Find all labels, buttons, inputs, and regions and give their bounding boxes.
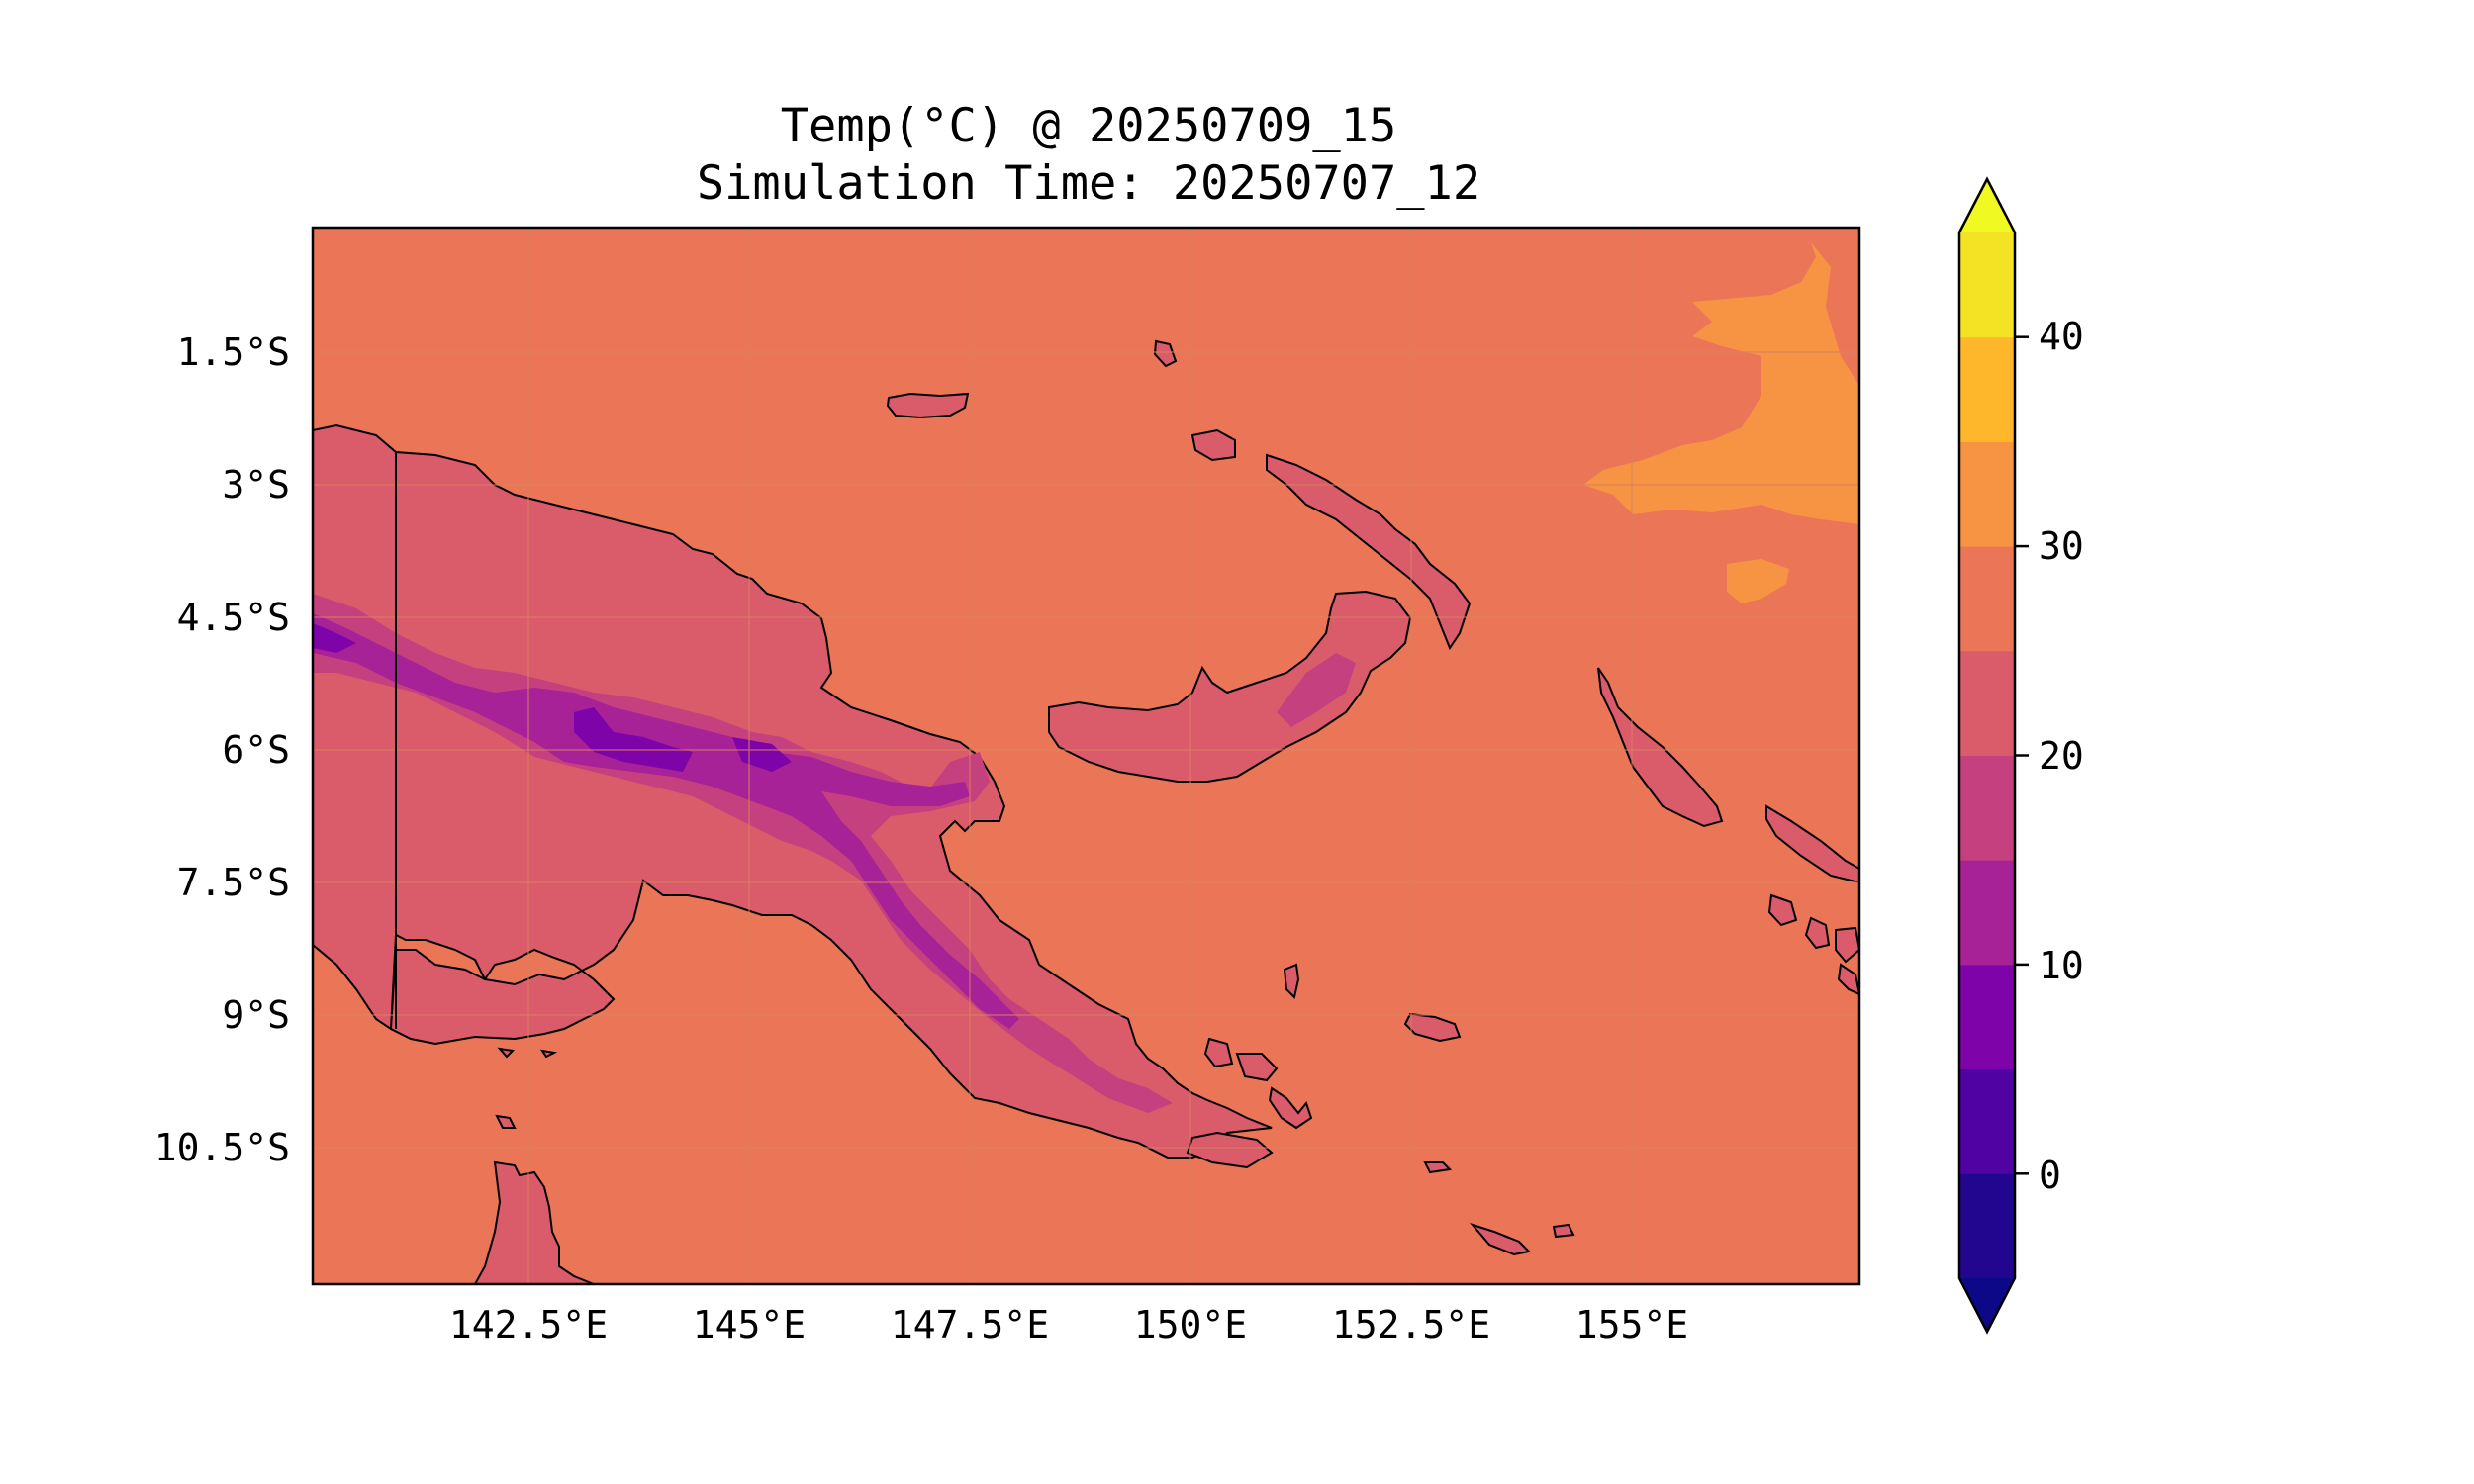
small-island-n bbox=[1190, 428, 1236, 462]
lon-tick: 152.5°E bbox=[1332, 1303, 1490, 1346]
highland-coldest-10c bbox=[313, 623, 792, 772]
lon-tick: 145°E bbox=[693, 1303, 806, 1346]
map-title-line-1: Temp(°C) @ 20250709_15 bbox=[780, 99, 1397, 153]
new-ireland-island bbox=[1266, 453, 1472, 651]
new-britain-highland bbox=[1277, 653, 1356, 727]
colorbar-segment bbox=[1959, 232, 2015, 338]
lon-tick: 142.5°E bbox=[449, 1303, 608, 1346]
colorbar-segment bbox=[1959, 1173, 2015, 1279]
colorbar-outline bbox=[1957, 176, 2017, 1335]
lat-tick: 6°S bbox=[222, 728, 290, 772]
colorbar-tick: 40 bbox=[2039, 315, 2084, 358]
gridlines bbox=[313, 228, 1859, 1284]
new-britain-island bbox=[1048, 590, 1412, 783]
trobriand-island bbox=[1283, 963, 1300, 999]
map-title-line-2: Simulation Time: 20250707_12 bbox=[696, 156, 1481, 211]
lat-tick: 4.5°S bbox=[177, 596, 290, 639]
colorbar-tick: 0 bbox=[2039, 1154, 2061, 1197]
colorbar-segment bbox=[1959, 546, 2015, 652]
lat-tick: 9°S bbox=[222, 993, 290, 1037]
highland-core-15c bbox=[313, 613, 1019, 1029]
lon-tick: 150°E bbox=[1134, 1303, 1247, 1346]
colorbar-segment bbox=[1959, 441, 2015, 547]
lat-tick: 10.5°S bbox=[154, 1126, 290, 1169]
dentrecasteaux-islands bbox=[1186, 1037, 1313, 1169]
woodlark-island bbox=[1403, 1012, 1462, 1043]
colorbar-segment bbox=[1959, 650, 2015, 756]
manus-island bbox=[886, 392, 970, 419]
colorbar-segment bbox=[1959, 860, 2015, 966]
cape-york-peninsula bbox=[473, 1160, 595, 1284]
torres-strait-islets bbox=[495, 1047, 558, 1129]
lat-tick: 7.5°S bbox=[177, 861, 290, 904]
colorbar-segment bbox=[1959, 336, 2015, 442]
lat-tick: 1.5°S bbox=[177, 330, 290, 374]
map-area bbox=[313, 228, 1859, 1284]
colorbar-segment bbox=[1959, 1068, 2015, 1174]
lat-axis: 1.5°S 3°S 4.5°S 6°S 7.5°S 9°S 10.5°S bbox=[154, 330, 290, 1169]
colorbar-tick: 20 bbox=[2039, 734, 2084, 778]
colorbar-tick: 10 bbox=[2039, 944, 2084, 987]
lon-axis: 142.5°E 145°E 147.5°E 150°E 152.5°E 155°… bbox=[449, 1303, 1688, 1346]
colorbar-extend-min bbox=[1959, 1278, 2015, 1332]
colorbar bbox=[1957, 176, 2029, 1335]
lon-tick: 147.5°E bbox=[891, 1303, 1049, 1346]
louisiade-islands bbox=[1423, 1161, 1575, 1256]
colorbar-extend-max bbox=[1959, 179, 2015, 232]
warm-sea-patch bbox=[1727, 559, 1789, 603]
colorbar-segment bbox=[1959, 755, 2015, 861]
solomon-island-2 bbox=[1767, 893, 1859, 996]
colorbar-segment bbox=[1959, 964, 2015, 1070]
map-frame bbox=[311, 226, 1861, 1286]
colorbar-ticks: 0 10 20 30 40 bbox=[2039, 315, 2084, 1197]
solomon-island-1 bbox=[1765, 804, 1859, 884]
lat-tick: 3°S bbox=[222, 463, 290, 507]
colorbar-tick: 30 bbox=[2039, 524, 2084, 568]
lon-tick: 155°E bbox=[1575, 1303, 1688, 1346]
warm-sea-region bbox=[1583, 242, 1859, 524]
bougainville-island bbox=[1597, 667, 1724, 828]
